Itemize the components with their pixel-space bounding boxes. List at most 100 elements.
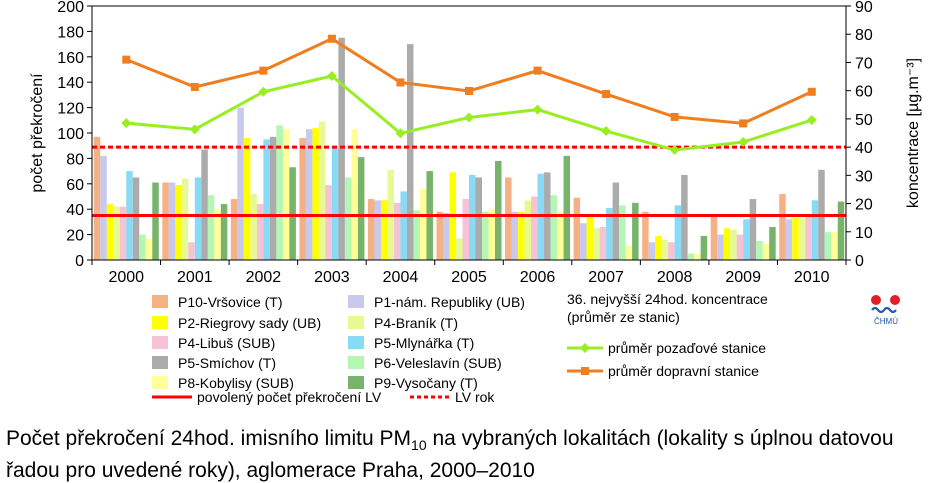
bar-2005-s8 bbox=[482, 211, 489, 260]
y-tick-label: 0 bbox=[75, 253, 84, 270]
legend-swatch-2 bbox=[348, 295, 364, 308]
x-tick-label: 2003 bbox=[314, 269, 350, 286]
bar-group bbox=[93, 37, 845, 260]
y2-tick-label: 60 bbox=[855, 84, 873, 101]
bar-2004-s1 bbox=[367, 199, 375, 260]
point-line1-2003 bbox=[326, 70, 337, 81]
lines-legend-title: 36. nejvyšší 24hod. koncentrace bbox=[567, 291, 768, 307]
bar-2009-s5 bbox=[736, 234, 744, 260]
bar-2001-s8 bbox=[207, 195, 215, 260]
bar-2004-s2 bbox=[374, 200, 381, 260]
point-line1-2000 bbox=[121, 118, 132, 129]
legend-refline-label-2: LV rok bbox=[455, 389, 495, 405]
point-line1-2010 bbox=[806, 115, 817, 126]
point-line1-2001 bbox=[189, 124, 200, 135]
bar-2002-s2 bbox=[237, 107, 244, 260]
bar-2000-s5 bbox=[119, 206, 127, 260]
logo-text: ČHMÚ bbox=[874, 317, 898, 326]
bar-2008-s4 bbox=[661, 239, 669, 260]
legend-swatch-6 bbox=[348, 336, 364, 349]
bar-2002-s4 bbox=[250, 193, 257, 260]
point-line2-2009 bbox=[739, 119, 748, 128]
bar-2004-s5 bbox=[393, 202, 401, 260]
bar-2008-s10 bbox=[700, 235, 708, 260]
legend-label-9: P8-Kobylisy (SUB) bbox=[178, 375, 294, 391]
axes: 0204060801001201401601802000102030405060… bbox=[29, 0, 922, 286]
bar-2005-s10 bbox=[495, 160, 502, 260]
bar-2002-s1 bbox=[230, 199, 238, 260]
bar-2001-s1 bbox=[162, 182, 169, 260]
bar-2006-s2 bbox=[511, 211, 519, 260]
caption-subscript: 10 bbox=[411, 437, 427, 454]
legend-line-label-1: průměr pozaďové stanice bbox=[608, 340, 766, 356]
legend-label-2: P1-nám. Republiky (UB) bbox=[374, 294, 525, 310]
bar-2001-s7 bbox=[201, 149, 208, 260]
logo-circle-left bbox=[871, 295, 881, 305]
bar-2007-s8 bbox=[619, 205, 626, 260]
bar-2000-s7 bbox=[132, 177, 140, 260]
legend-marker-2 bbox=[581, 367, 589, 375]
legend-label-10: P9-Vysočany (T) bbox=[374, 375, 478, 391]
bar-2010-s10 bbox=[837, 201, 845, 260]
bar-2000-s10 bbox=[152, 182, 159, 260]
y2-tick-label: 10 bbox=[855, 225, 873, 242]
bar-2004-s9 bbox=[419, 188, 427, 260]
y2-tick-label: 20 bbox=[855, 197, 873, 214]
y-tick-label: 40 bbox=[66, 202, 84, 219]
bar-2003-s8 bbox=[344, 177, 352, 260]
bar-2005-s4 bbox=[456, 238, 463, 260]
chart: 0204060801001201401601802000102030405060… bbox=[29, 0, 922, 405]
bar-2003-s10 bbox=[357, 157, 365, 260]
y-axis-title: počet překročení bbox=[29, 73, 46, 193]
bar-2006-s1 bbox=[505, 177, 512, 260]
bar-2004-s8 bbox=[413, 210, 420, 260]
caption-part-1: Počet překročení 24hod. imisního limitu … bbox=[6, 427, 412, 450]
bar-2004-s3 bbox=[380, 200, 388, 260]
bar-2008-s1 bbox=[642, 211, 649, 260]
bar-2001-s10 bbox=[220, 204, 228, 260]
bar-2003-s3 bbox=[312, 127, 319, 260]
bar-2007-s5 bbox=[599, 226, 607, 260]
bar-2008-s6 bbox=[674, 205, 682, 260]
bar-2010-s2 bbox=[785, 219, 793, 260]
y-tick-label: 60 bbox=[66, 177, 84, 194]
bar-2005-s7 bbox=[475, 177, 482, 260]
legend-swatch-4 bbox=[348, 316, 364, 329]
y2-tick-label: 70 bbox=[855, 55, 873, 72]
bar-2010-s6 bbox=[811, 200, 819, 260]
bar-2000-s9 bbox=[145, 238, 153, 260]
legend-marker-1 bbox=[580, 343, 590, 353]
bar-2001-s3 bbox=[175, 185, 182, 260]
y-tick-label: 140 bbox=[57, 75, 84, 92]
x-tick-label: 2006 bbox=[520, 269, 556, 286]
bar-2010-s1 bbox=[779, 193, 786, 260]
x-tick-label: 2004 bbox=[383, 269, 419, 286]
bar-2004-s6 bbox=[400, 191, 407, 260]
bar-2001-s5 bbox=[188, 242, 195, 260]
x-tick-label: 2007 bbox=[588, 269, 624, 286]
bar-2009-s3 bbox=[723, 228, 731, 260]
legend-swatch-8 bbox=[348, 356, 364, 369]
bar-2003-s5 bbox=[325, 185, 332, 260]
point-line2-2004 bbox=[396, 78, 405, 87]
bar-2007-s2 bbox=[580, 223, 587, 260]
bar-2007-s6 bbox=[606, 207, 613, 260]
x-tick-label: 2000 bbox=[108, 269, 144, 286]
bar-2010-s8 bbox=[824, 232, 832, 260]
legend-label-1: P10-Vršovice (T) bbox=[178, 294, 283, 310]
point-line1-2004 bbox=[395, 128, 406, 139]
point-line2-2001 bbox=[190, 82, 199, 91]
bar-2001-s2 bbox=[168, 182, 176, 260]
bar-2002-s3 bbox=[243, 138, 251, 260]
bar-2003-s7 bbox=[338, 37, 345, 260]
bar-2003-s2 bbox=[305, 129, 313, 260]
bar-2002-s5 bbox=[256, 204, 264, 260]
bar-2008-s9 bbox=[694, 253, 701, 260]
point-line1-2007 bbox=[601, 126, 612, 137]
bar-2001-s9 bbox=[214, 209, 221, 260]
bar-2009-s9 bbox=[762, 243, 770, 260]
legend-swatch-3 bbox=[152, 316, 168, 329]
legend-label-8: P6-Veleslavín (SUB) bbox=[374, 355, 502, 371]
bar-2008-s2 bbox=[648, 242, 656, 260]
bar-2009-s1 bbox=[710, 216, 718, 260]
